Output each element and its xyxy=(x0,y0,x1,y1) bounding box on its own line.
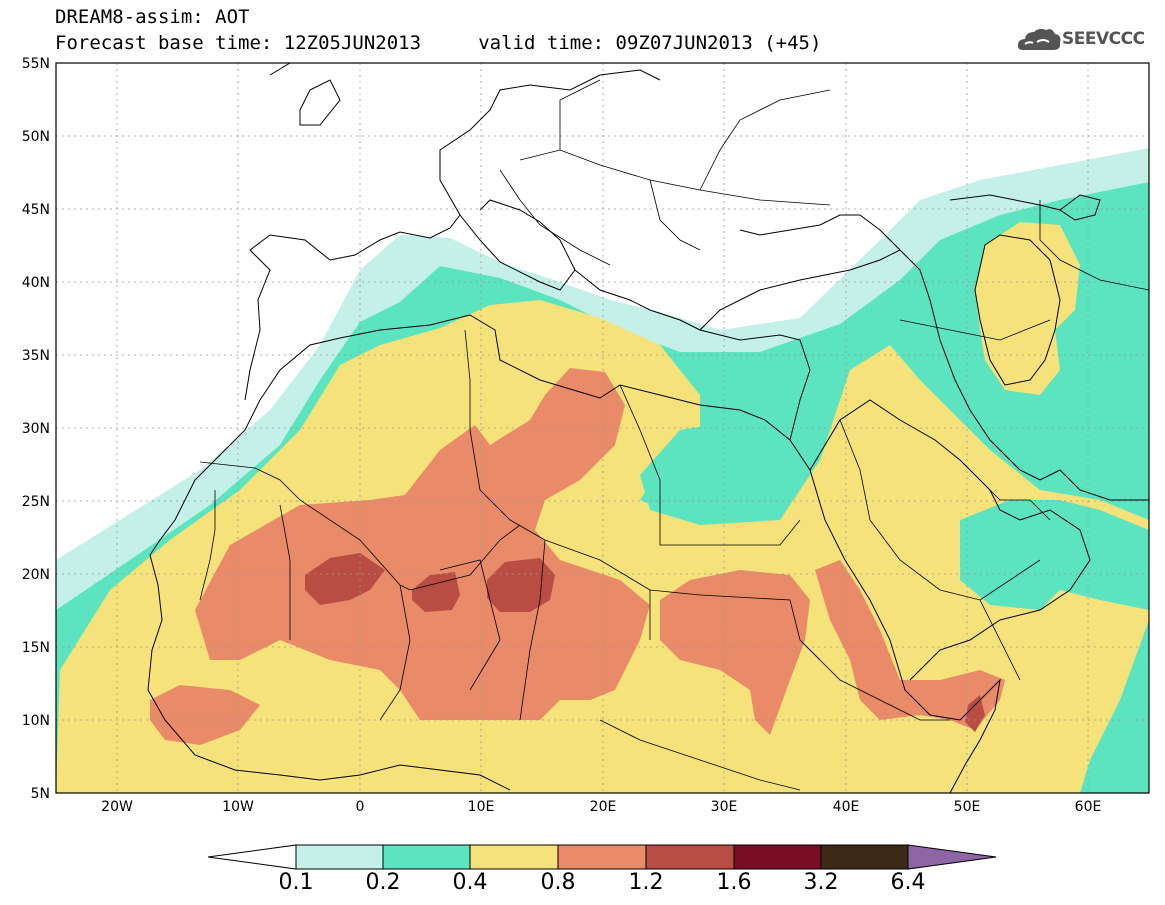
lon-tick-label: 40E xyxy=(833,799,860,815)
aot-region-1.2-chad xyxy=(487,558,555,612)
colorbar-swatch xyxy=(469,844,559,870)
aot-region-0.2-egypt xyxy=(640,420,800,525)
logo-text: SEEVCCC xyxy=(1062,29,1145,49)
lat-tick-label: 45N xyxy=(22,202,50,218)
lon-tick-label: 20E xyxy=(590,799,617,815)
colorbar-label: 6.4 xyxy=(890,870,926,895)
map-title: DREAM8-assim: AOT xyxy=(55,6,250,28)
aot-region-0.8-horn xyxy=(815,560,1005,730)
lon-tick-label: 30E xyxy=(711,799,738,815)
lat-tick-label: 15N xyxy=(22,640,50,656)
aot-region-0.8-westcoast xyxy=(150,685,260,745)
colorbar-label: 0.8 xyxy=(540,870,576,895)
colorbar-label: 1.2 xyxy=(628,870,664,895)
aot-region-0.8-sudan xyxy=(660,570,810,735)
colorbar-swatch xyxy=(820,844,909,870)
lon-tick-label: 60E xyxy=(1075,799,1102,815)
cloud-icon xyxy=(1017,28,1061,50)
lon-tick-label: 20W xyxy=(101,799,133,815)
lat-tick-label: 50N xyxy=(22,129,50,145)
lon-tick-label: 10E xyxy=(468,799,495,815)
colorbar-swatch xyxy=(645,844,735,870)
colorbar-label: 1.6 xyxy=(716,870,752,895)
colorbar-swatch xyxy=(295,844,384,870)
colorbar-swatch xyxy=(557,844,647,870)
aot-region-0.8-sahara xyxy=(195,368,650,720)
colorbar-high-arrow xyxy=(907,844,997,870)
lat-tick-label: 10N xyxy=(22,713,50,729)
aot-region-1.2-niger xyxy=(412,572,460,612)
lat-axis: 5N 10N 15N 20N 25N 30N 35N 40N 45N 50N 5… xyxy=(22,56,50,802)
lat-tick-label: 35N xyxy=(22,348,50,364)
colorbar-swatch xyxy=(733,844,822,870)
colorbar-label: 0.2 xyxy=(365,870,401,895)
lon-axis: 20W 10W 0 10E 20E 30E 40E 50E 60E xyxy=(101,799,1101,815)
colorbar-swatch xyxy=(382,844,471,870)
colorbar-label: 0.4 xyxy=(452,870,488,895)
aot-region-0.2-arabia xyxy=(960,500,1149,610)
aot-region-1.2-mali xyxy=(305,553,385,605)
map-frame xyxy=(55,62,1150,794)
forecast-time-subtitle: Forecast base time: 12Z05JUN2013 valid t… xyxy=(55,32,822,54)
lon-tick-label: 0 xyxy=(356,799,365,815)
colorbar-label: 0.1 xyxy=(278,870,314,895)
lat-tick-label: 55N xyxy=(22,56,50,72)
aot-region-0.4-caspian xyxy=(975,222,1080,395)
colorbar xyxy=(207,844,997,870)
lat-tick-label: 40N xyxy=(22,275,50,291)
lat-tick-label: 30N xyxy=(22,421,50,437)
lon-tick-label: 10W xyxy=(222,799,254,815)
colorbar-label: 3.2 xyxy=(803,870,839,895)
lat-tick-label: 25N xyxy=(22,494,50,510)
aot-region-1.2-somalia xyxy=(965,695,985,732)
lat-tick-label: 20N xyxy=(22,567,50,583)
coastlines xyxy=(147,63,1149,793)
aot-field xyxy=(56,148,1149,793)
lat-tick-label: 5N xyxy=(31,786,50,802)
lon-tick-label: 50E xyxy=(954,799,981,815)
colorbar-low-arrow xyxy=(207,844,297,870)
graticule xyxy=(56,63,1149,793)
country-borders xyxy=(199,79,1149,791)
